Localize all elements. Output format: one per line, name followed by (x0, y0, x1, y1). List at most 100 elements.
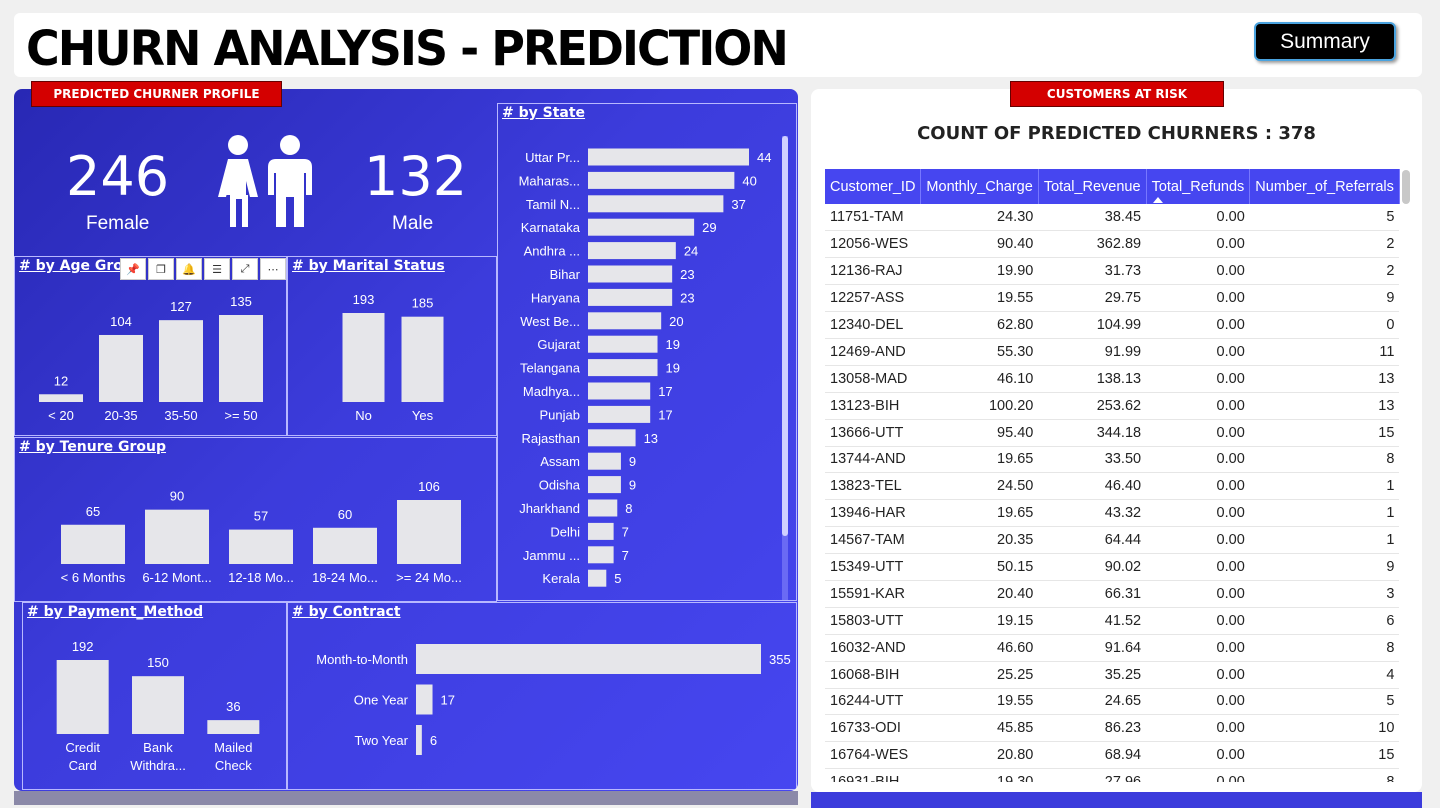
tenure-group-bar[interactable] (313, 527, 377, 564)
table-row[interactable]: 15349-UTT 50.15 90.02 0.00 9 (825, 553, 1400, 581)
risk-table-scrollbar[interactable] (1402, 170, 1410, 204)
state-bar[interactable] (588, 522, 614, 540)
bell-icon[interactable]: 🔔 (176, 258, 202, 280)
expand-icon[interactable]: ⤢ (232, 258, 258, 280)
state-bar[interactable] (588, 265, 673, 283)
column-header-total-refunds[interactable]: Total_Refunds (1146, 169, 1251, 204)
payment-method-bar[interactable] (207, 720, 260, 734)
table-row[interactable]: 11751-TAM 24.30 38.45 0.00 5 (825, 204, 1400, 232)
state-scrollbar-thumb[interactable] (782, 136, 788, 536)
state-category-label: Odisha (539, 478, 581, 493)
table-row[interactable]: 12136-RAJ 19.90 31.73 0.00 2 (825, 257, 1400, 286)
sort-ascending-icon[interactable] (1152, 197, 1163, 203)
cell-total-refunds: 0.00 (1146, 284, 1250, 313)
payment-method-bar[interactable] (132, 676, 184, 734)
more-icon[interactable]: ⋯ (260, 258, 286, 280)
table-row[interactable]: 13744-AND 19.65 33.50 0.00 8 (825, 446, 1400, 474)
payment-method-category-label: Card (69, 758, 97, 773)
table-row[interactable]: 15803-UTT 19.15 41.52 0.00 6 (825, 607, 1400, 635)
state-bar[interactable] (588, 452, 621, 470)
contract-chart-title: # by Contract (292, 604, 401, 620)
cell-customer-id: 11751-TAM (825, 204, 921, 232)
state-bar[interactable] (588, 312, 662, 330)
cell-monthly-charge: 50.15 (920, 553, 1039, 581)
contract-category-label: One Year (354, 693, 409, 708)
state-category-label: Jammu ... (523, 548, 580, 563)
cell-total-revenue: 362.89 (1038, 230, 1147, 259)
table-row[interactable]: 16244-UTT 19.55 24.65 0.00 5 (825, 688, 1400, 716)
tenure-group-bar[interactable] (397, 500, 461, 564)
table-row[interactable]: 13823-TEL 24.50 46.40 0.00 1 (825, 472, 1400, 501)
tenure-group-bar[interactable] (61, 524, 125, 564)
filter-icon[interactable]: ☰ (204, 258, 230, 280)
cell-total-refunds: 0.00 (1146, 661, 1250, 689)
table-row[interactable]: 16733-ODI 45.85 86.23 0.00 10 (825, 714, 1400, 743)
state-bar[interactable] (588, 171, 735, 189)
age-group-bar[interactable] (39, 394, 83, 402)
cell-customer-id: 12340-DEL (825, 311, 921, 339)
state-bar[interactable] (588, 476, 621, 494)
state-bar[interactable] (588, 429, 636, 447)
payment-method-data-label: 150 (147, 655, 169, 670)
payment-method-category-label: Mailed (214, 740, 252, 755)
age-group-bar[interactable] (219, 315, 263, 402)
payment-method-bar[interactable] (56, 660, 109, 734)
contract-bar[interactable] (416, 644, 761, 674)
marital-status-bar[interactable] (401, 316, 444, 402)
age-group-bar[interactable] (99, 334, 143, 402)
state-bar[interactable] (588, 405, 651, 423)
table-row[interactable]: 13058-MAD 46.10 138.13 0.00 13 (825, 365, 1400, 393)
state-bar[interactable] (588, 569, 607, 587)
table-row[interactable]: 13123-BIH 100.20 253.62 0.00 13 (825, 392, 1400, 420)
state-bar[interactable] (588, 218, 695, 236)
table-row[interactable]: 16931-BIH19.3027.960.008 (825, 768, 1400, 782)
cell-total-refunds: 0.00 (1146, 553, 1250, 581)
table-row[interactable]: 12056-WES 90.40 362.89 0.00 2 (825, 230, 1400, 259)
table-row[interactable]: 12469-AND 55.30 91.99 0.00 11 (825, 338, 1400, 366)
state-bar[interactable] (588, 242, 676, 260)
table-row[interactable]: 14567-TAM 20.35 64.44 0.00 1 (825, 526, 1400, 555)
column-header-total-revenue[interactable]: Total_Revenue (1038, 169, 1147, 204)
state-bar[interactable] (588, 359, 658, 377)
summary-button[interactable]: Summary (1254, 22, 1396, 61)
pin-icon[interactable]: 📌 (120, 258, 146, 280)
column-header-customer-id[interactable]: Customer_ID (825, 169, 922, 204)
state-bar[interactable] (588, 148, 749, 166)
state-bar[interactable] (588, 335, 658, 353)
contract-chart: # by Contract 355 Month-to-Month 17 One Yea… (287, 602, 797, 790)
marital-status-bar[interactable] (342, 313, 385, 402)
table-row[interactable]: 15591-KAR 20.40 66.31 0.00 3 (825, 580, 1400, 608)
state-bar[interactable] (588, 288, 673, 306)
marital-status-category-label: Yes (412, 408, 434, 423)
column-header-monthly-charge[interactable]: Monthly_Charge (920, 169, 1039, 204)
copy-icon[interactable]: ❐ (148, 258, 174, 280)
table-row[interactable]: 16068-BIH 25.25 35.25 0.00 4 (825, 661, 1400, 689)
state-bar[interactable] (588, 195, 724, 213)
tenure-group-bar[interactable] (145, 509, 209, 564)
tenure-group-bar[interactable] (229, 529, 293, 564)
state-bar[interactable] (588, 382, 651, 400)
table-row[interactable]: 12340-DEL 62.80 104.99 0.00 0 (825, 311, 1400, 339)
contract-bar[interactable] (416, 684, 433, 715)
payment-method-data-label: 192 (72, 639, 94, 654)
cell-number-of-referrals: 3 (1249, 580, 1400, 608)
table-row[interactable]: 16032-AND 46.60 91.64 0.00 8 (825, 634, 1400, 662)
state-category-label: Tamil N... (526, 197, 580, 212)
column-header-number-of-referrals[interactable]: Number_of_Referrals (1249, 169, 1400, 204)
table-row[interactable]: 13946-HAR 19.65 43.32 0.00 1 (825, 499, 1400, 528)
marital-status-category-label: No (355, 408, 372, 423)
contract-bar[interactable] (416, 725, 422, 755)
state-category-label: Kerala (542, 571, 580, 586)
table-row[interactable]: 12257-ASS 19.55 29.75 0.00 9 (825, 284, 1400, 313)
table-row[interactable]: 13666-UTT 95.40 344.18 0.00 15 (825, 419, 1400, 447)
age-group-bar[interactable] (159, 320, 203, 402)
table-row[interactable]: 16764-WES 20.80 68.94 0.00 15 (825, 741, 1400, 770)
cell-total-revenue: 68.94 (1038, 741, 1147, 770)
cell-number-of-referrals: 5 (1249, 204, 1400, 232)
state-bar[interactable] (588, 499, 618, 517)
cell-total-revenue: 27.96 (1038, 768, 1147, 782)
cell-total-revenue: 138.13 (1038, 365, 1147, 393)
contract-data-label: 17 (441, 693, 455, 708)
contract-data-label: 6 (430, 733, 437, 748)
state-bar[interactable] (588, 546, 614, 564)
